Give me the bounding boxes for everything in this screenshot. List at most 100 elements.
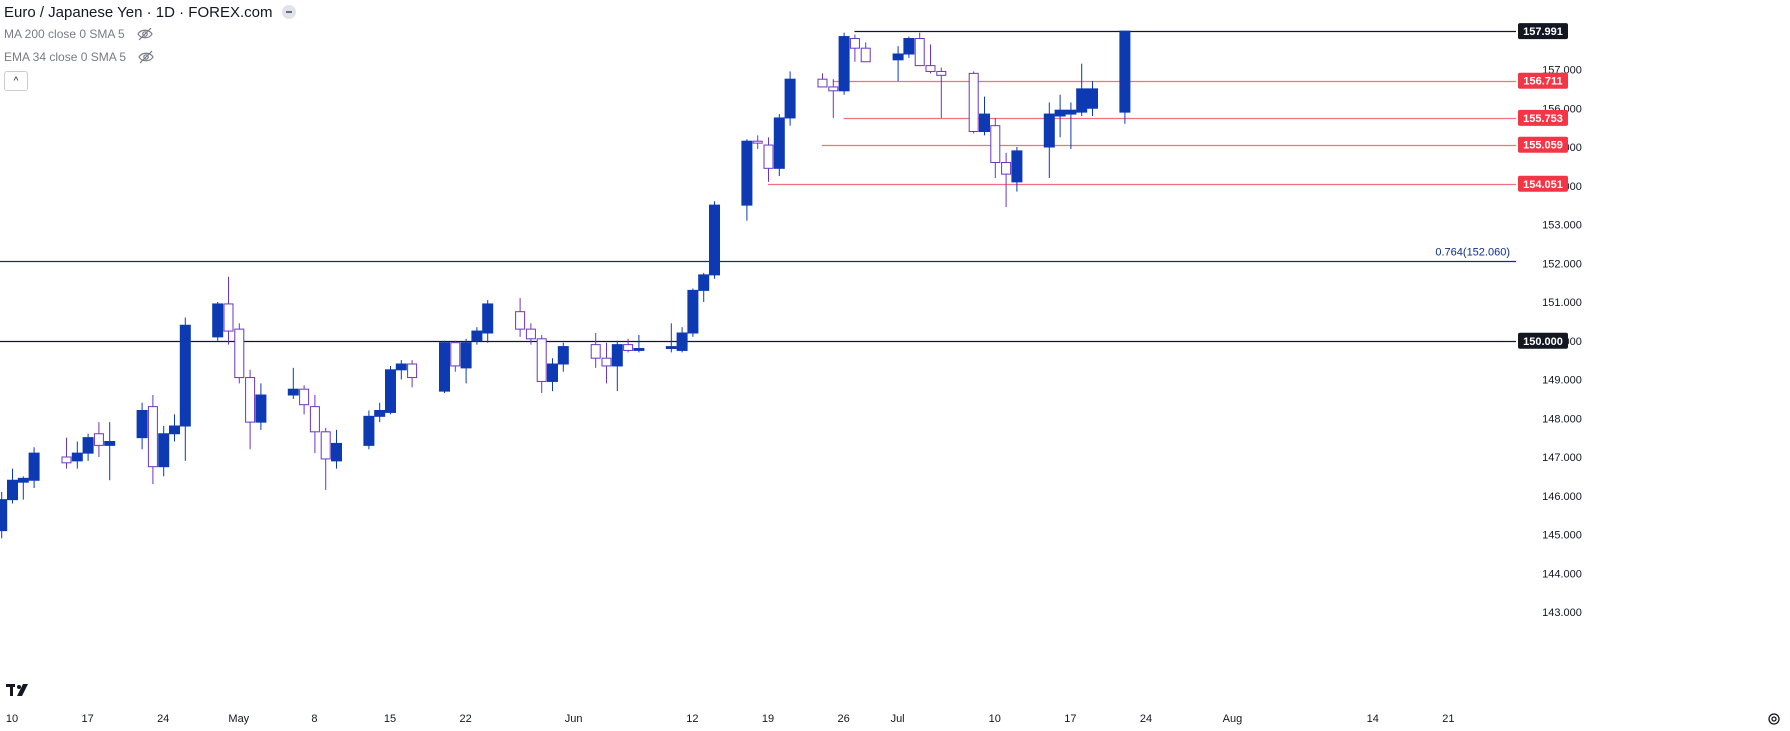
candle-2024-05-28 <box>525 323 536 345</box>
candle-body-down <box>147 406 158 468</box>
indicator-label-ma: MA 200 close 0 SMA 5 <box>4 26 125 41</box>
price-label-text: 157.991 <box>1523 26 1563 38</box>
price-label-bg <box>1518 72 1568 89</box>
candle-2024-05-13 <box>363 410 375 450</box>
indicator-label-ema: EMA 34 close 0 SMA 5 <box>4 49 127 64</box>
x-tick-label: Jul <box>891 713 905 725</box>
candle-2024-07-15 <box>1043 102 1055 178</box>
y-tick-label: 146.000 <box>1542 491 1582 503</box>
candle-2024-04-26 <box>179 317 191 461</box>
candle-body-up <box>158 433 170 468</box>
candle-2024-04-23 <box>147 395 158 485</box>
candle-body-up <box>7 479 18 501</box>
x-tick-label: May <box>228 713 249 725</box>
y-tick-label: 143.000 <box>1542 607 1582 619</box>
candle-body-up <box>892 53 904 61</box>
candle-2024-07-01 <box>892 46 904 82</box>
candle-2024-05-17 <box>407 360 418 388</box>
candle-2024-06-25 <box>828 79 839 118</box>
candle-body-up <box>212 303 224 338</box>
collapse-legend-button[interactable]: ^ <box>4 71 28 91</box>
x-tick-label: 14 <box>1367 713 1379 725</box>
price-label-bg <box>1518 23 1568 40</box>
candle-body-down <box>860 47 871 63</box>
candle-body-down <box>309 406 320 433</box>
candle-2024-07-17 <box>1065 102 1077 149</box>
candle-2024-04-16 <box>71 441 83 469</box>
candle-2024-05-08 <box>309 395 320 454</box>
price-label-bg <box>1518 136 1568 153</box>
candle-body-up <box>784 78 796 119</box>
indicator-row-ma[interactable]: MA 200 close 0 SMA 5 <box>4 22 296 45</box>
candle-body-up <box>471 330 483 342</box>
candle-body-up <box>1119 30 1131 113</box>
price-label-150.000: 150.000 <box>1518 332 1568 349</box>
candle-body-up <box>104 441 116 446</box>
x-tick-label: 17 <box>1064 713 1076 725</box>
candle-2024-07-02 <box>903 36 915 58</box>
candle-2024-07-16 <box>1054 94 1066 138</box>
x-tick-label: 24 <box>1140 713 1152 725</box>
candle-body-up <box>439 342 450 392</box>
x-tick-label: 12 <box>686 713 698 725</box>
candle-2024-04-12 <box>28 447 40 488</box>
symbol-title[interactable]: Euro / Japanese Yen · 1D · FOREX.com <box>4 3 273 21</box>
candle-body-down <box>234 328 245 379</box>
candle-body-up <box>82 437 94 454</box>
candle-body-up <box>741 140 753 206</box>
y-tick-label: 153.000 <box>1542 220 1582 232</box>
candle-2024-06-03 <box>590 333 601 368</box>
candle-2024-04-24 <box>158 426 170 477</box>
candle-body-up <box>633 348 645 351</box>
candle-body-up <box>395 363 407 371</box>
eye-hidden-icon[interactable] <box>137 27 153 41</box>
candle-2024-06-05 <box>611 340 623 392</box>
y-tick-label: 144.000 <box>1542 568 1582 580</box>
candle-body-down <box>752 140 763 144</box>
x-tick-label: 22 <box>459 713 471 725</box>
minus-icon[interactable] <box>282 5 297 19</box>
candle-body-down <box>590 344 601 359</box>
candle-2024-05-29 <box>536 334 547 394</box>
candle-2024-05-09 <box>320 427 331 490</box>
candle-2024-06-27 <box>849 34 860 62</box>
candle-2024-07-03 <box>914 32 925 67</box>
candle-body-up <box>136 410 148 439</box>
gear-icon[interactable] <box>1766 711 1782 727</box>
price-label-156.711: 156.711 <box>1518 72 1568 89</box>
y-tick-label: 147.000 <box>1542 452 1582 464</box>
candle-body-up <box>1087 88 1098 109</box>
x-tick-label: 10 <box>6 713 18 725</box>
candle-body-down <box>968 72 979 132</box>
price-label-bg <box>1518 175 1568 192</box>
candle-2024-06-24 <box>817 73 828 88</box>
x-tick-label: 10 <box>989 713 1001 725</box>
candle-body-down <box>925 65 936 72</box>
x-tick-label: 19 <box>762 713 774 725</box>
price-label-text: 150.000 <box>1523 336 1563 348</box>
candle-2024-07-09 <box>979 96 990 136</box>
candle-body-down <box>61 456 72 464</box>
candle-2024-07-10 <box>990 117 1001 178</box>
candles-layer <box>0 30 1131 539</box>
candle-2024-04-15 <box>61 437 72 469</box>
candle-body-down <box>299 388 310 406</box>
candle-body-up <box>482 303 494 334</box>
y-tick-label: 149.000 <box>1542 375 1582 387</box>
candle-body-up <box>979 113 990 132</box>
candle-2024-07-18 <box>1076 63 1088 116</box>
candle-body-up <box>1076 88 1088 113</box>
x-tick-label: 8 <box>311 713 317 725</box>
indicator-row-ema[interactable]: EMA 34 close 0 SMA 5 <box>4 45 296 68</box>
tradingview-logo-icon[interactable] <box>6 682 36 698</box>
candle-body-down <box>93 433 104 446</box>
symbol-title-row: Euro / Japanese Yen · 1D · FOREX.com <box>4 2 297 22</box>
price-label-154.051: 154.051 <box>1518 175 1568 192</box>
candle-2024-05-30 <box>547 358 558 392</box>
x-tick-label: 21 <box>1442 713 1454 725</box>
eye-hidden-icon[interactable] <box>138 50 154 64</box>
candle-body-up <box>547 363 558 382</box>
price-axis: 143.000 144.000 145.000 146.000 147.000 148.0… <box>1518 23 1582 619</box>
candle-body-up <box>255 394 267 423</box>
